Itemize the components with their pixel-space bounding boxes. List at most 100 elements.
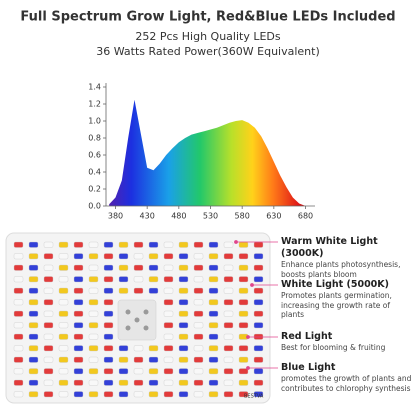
led <box>103 299 114 306</box>
led <box>253 345 264 352</box>
led <box>28 368 39 375</box>
y-tick-label: 1.2 <box>88 100 101 109</box>
callout-dot <box>246 366 250 370</box>
led <box>43 391 54 398</box>
led <box>103 333 114 340</box>
led <box>163 299 174 306</box>
led <box>223 322 234 329</box>
led <box>118 241 129 248</box>
feature-description: promotes the growth of plants and contri… <box>281 374 412 393</box>
led <box>88 310 99 317</box>
led <box>88 287 99 294</box>
led <box>28 253 39 260</box>
subtitle: 36 Watts Rated Power(360W Equivalent) <box>96 45 320 58</box>
led <box>73 299 84 306</box>
led <box>88 299 99 306</box>
led <box>193 391 204 398</box>
led <box>223 356 234 363</box>
led <box>238 299 249 306</box>
led <box>208 276 219 283</box>
screw <box>143 309 149 315</box>
led <box>88 264 99 271</box>
led <box>43 241 54 248</box>
feature: Red Light Best for blooming & fruiting <box>281 331 413 353</box>
led <box>103 345 114 352</box>
led <box>43 310 54 317</box>
subtitle: 252 Pcs High Quality LEDs <box>135 30 281 43</box>
led <box>223 310 234 317</box>
led <box>13 310 24 317</box>
led <box>238 264 249 271</box>
screw <box>125 309 131 315</box>
led <box>193 299 204 306</box>
led-panel <box>5 232 271 404</box>
led <box>43 264 54 271</box>
callout-dot <box>246 335 250 339</box>
x-tick-label: 530 <box>203 212 218 221</box>
led <box>73 379 84 386</box>
led <box>88 345 99 352</box>
led <box>58 368 69 375</box>
led <box>148 276 159 283</box>
led <box>28 333 39 340</box>
led <box>58 391 69 398</box>
led <box>118 356 129 363</box>
led <box>148 356 159 363</box>
led <box>28 299 39 306</box>
led <box>118 276 129 283</box>
led <box>193 241 204 248</box>
led <box>148 391 159 398</box>
x-tick-label: 380 <box>108 212 123 221</box>
led <box>253 391 264 398</box>
led <box>223 333 234 340</box>
led <box>88 253 99 260</box>
led <box>208 322 219 329</box>
led <box>178 287 189 294</box>
led <box>103 253 114 260</box>
led <box>43 379 54 386</box>
led <box>58 264 69 271</box>
led <box>148 287 159 294</box>
led <box>43 356 54 363</box>
led <box>88 276 99 283</box>
y-tick-label: 0.2 <box>88 185 101 194</box>
led <box>178 310 189 317</box>
led <box>223 264 234 271</box>
led <box>163 310 174 317</box>
feature: Warm White Light (3000K) Enhance plants p… <box>281 236 413 279</box>
led <box>13 241 24 248</box>
led <box>238 368 249 375</box>
led <box>253 356 264 363</box>
led <box>88 322 99 329</box>
led <box>28 345 39 352</box>
led <box>208 264 219 271</box>
led <box>58 356 69 363</box>
led <box>163 379 174 386</box>
led <box>193 322 204 329</box>
led <box>43 345 54 352</box>
led <box>253 368 264 375</box>
led <box>223 345 234 352</box>
led <box>118 391 129 398</box>
led <box>253 299 264 306</box>
led <box>208 356 219 363</box>
led <box>238 287 249 294</box>
led <box>163 368 174 375</box>
feature-description: Enhance plants photosynthesis, boosts pl… <box>281 260 401 279</box>
led <box>223 287 234 294</box>
led <box>73 356 84 363</box>
led <box>103 322 114 329</box>
led <box>58 333 69 340</box>
led <box>118 287 129 294</box>
led <box>163 391 174 398</box>
led <box>13 276 24 283</box>
led <box>103 379 114 386</box>
led <box>133 356 144 363</box>
led <box>148 264 159 271</box>
led <box>28 241 39 248</box>
led <box>223 391 234 398</box>
led <box>253 276 264 283</box>
led <box>28 276 39 283</box>
led <box>238 356 249 363</box>
led <box>103 276 114 283</box>
